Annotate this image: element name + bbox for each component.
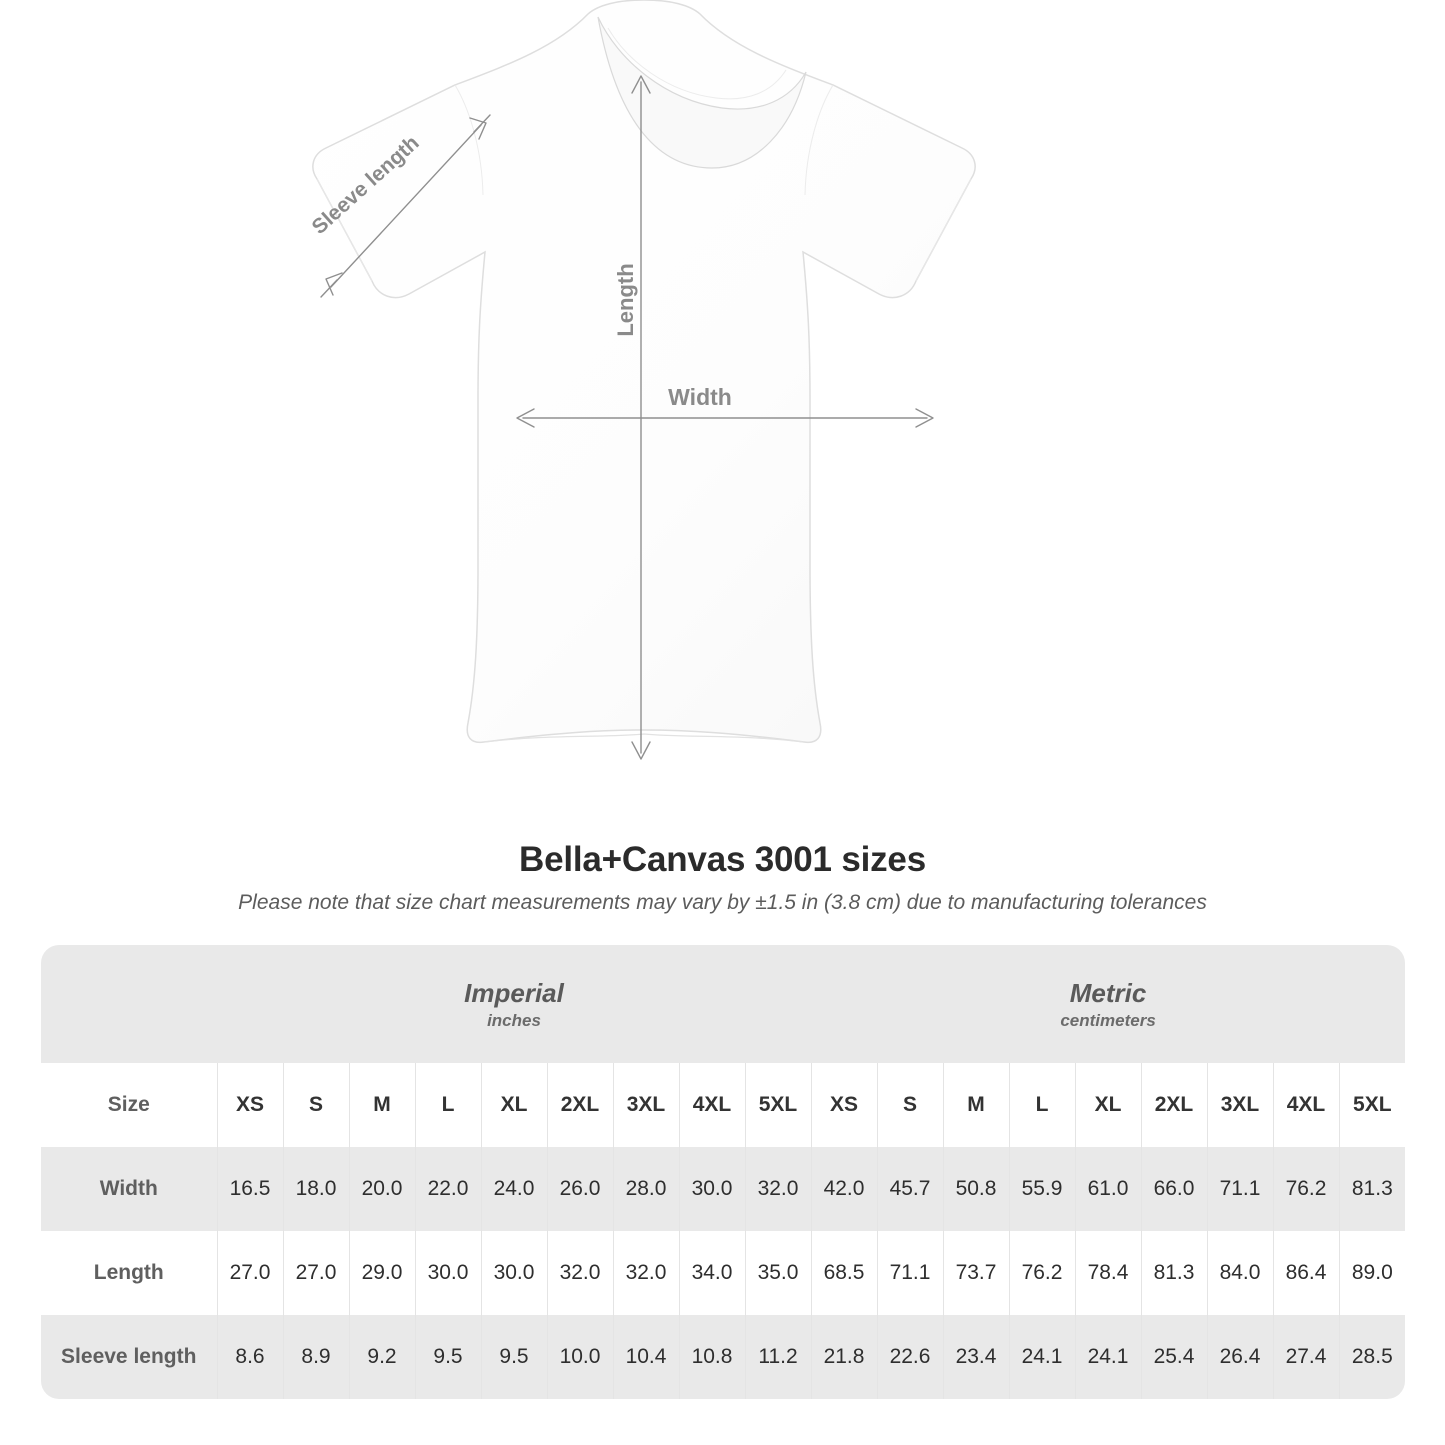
svg-text:Width: Width <box>668 384 732 410</box>
svg-text:Length: Length <box>613 263 638 336</box>
